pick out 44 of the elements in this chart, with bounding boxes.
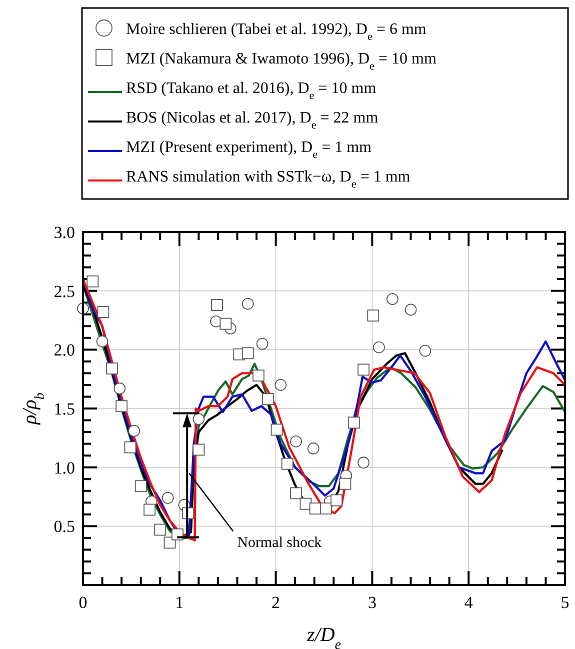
x-tick-label: 4 <box>464 593 474 612</box>
annotation: Normal shock <box>237 535 322 552</box>
point <box>192 444 205 456</box>
legend-label: BOS (Nicolas et al. 2017), D$_{e}$ = 22 mm <box>126 110 379 132</box>
y-tick-label: 3.0 <box>54 223 75 242</box>
point <box>220 318 232 330</box>
x-tick-label: 5 <box>560 593 570 612</box>
point <box>300 498 312 510</box>
point <box>124 441 136 454</box>
x-tick-label: 3 <box>368 593 376 612</box>
y-tick-label: 2.0 <box>54 340 75 360</box>
x-tick-label: 0 <box>78 593 88 612</box>
point <box>330 494 342 506</box>
point <box>242 347 254 360</box>
legend-label: Moire schlieren (Tabei et al. 1992), D$_{e}$ = 6 mm <box>126 21 427 43</box>
point <box>281 458 294 470</box>
x-tick-label: 2 <box>272 593 280 612</box>
point <box>114 382 126 394</box>
point <box>290 487 302 500</box>
legend-label: RSD (Takano et al. 2016), D$_{e}$ = 10 mm <box>126 80 377 102</box>
point <box>128 424 140 437</box>
point <box>192 413 205 426</box>
y-tick-label: 0.5 <box>54 517 75 536</box>
point <box>96 335 108 348</box>
point <box>106 362 118 374</box>
legend-label: RANS simulation with SSTk−ω, D$_{e}$ = 1 mm <box>126 168 411 190</box>
point <box>116 400 128 412</box>
x-tick-label: 1 <box>175 593 184 612</box>
point <box>252 370 264 382</box>
point <box>172 528 184 540</box>
y-tick-label: 2.5 <box>54 282 75 301</box>
point <box>320 502 332 514</box>
point <box>262 393 274 406</box>
point <box>309 502 322 514</box>
y-tick-label: 1.5 <box>54 400 75 418</box>
y-tick-label: 1.0 <box>54 458 75 478</box>
point <box>348 416 360 429</box>
legend-label: MZI (Nakamura & Iwamoto 1996), D$_{e}$ = 10 mm <box>126 50 437 72</box>
x-axis-title: z/D$_{e}$ <box>306 624 342 649</box>
point <box>154 524 166 536</box>
point <box>86 275 99 288</box>
legend-label: MZI (Present experiment), D$_{e}$ = 1 mm <box>126 139 372 161</box>
point <box>270 424 283 436</box>
point <box>339 478 352 490</box>
